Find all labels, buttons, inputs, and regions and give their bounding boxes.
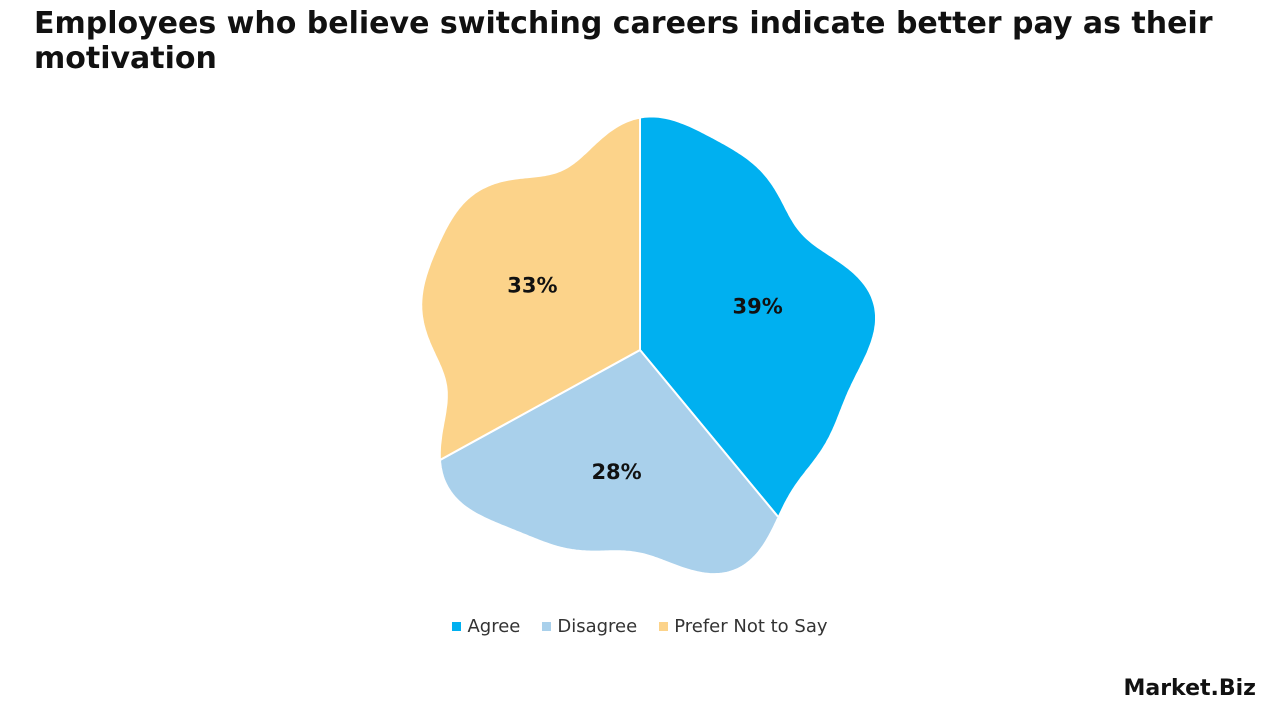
- legend-swatch: [452, 622, 462, 631]
- legend-item: Prefer Not to Say: [659, 616, 828, 637]
- data-label: 33%: [507, 273, 557, 297]
- pie-slice: [639, 115, 877, 520]
- legend-label: Disagree: [557, 616, 638, 637]
- pie-slice: [420, 116, 641, 462]
- legend-item: Disagree: [542, 616, 637, 637]
- legend-item: Agree: [452, 616, 520, 637]
- legend-swatch: [659, 622, 669, 631]
- chart-title: Employees who believe switching careers …: [34, 6, 1213, 76]
- legend-label: Agree: [467, 616, 521, 637]
- legend-label: Prefer Not to Say: [674, 616, 828, 637]
- legend: Agree Disagree Prefer Not to Say: [0, 616, 1280, 637]
- legend-swatch: [542, 622, 552, 631]
- data-label: 39%: [732, 295, 782, 319]
- pie-slice: [438, 348, 780, 576]
- data-label: 28%: [591, 460, 641, 484]
- logo: Market.Biz: [1123, 676, 1256, 701]
